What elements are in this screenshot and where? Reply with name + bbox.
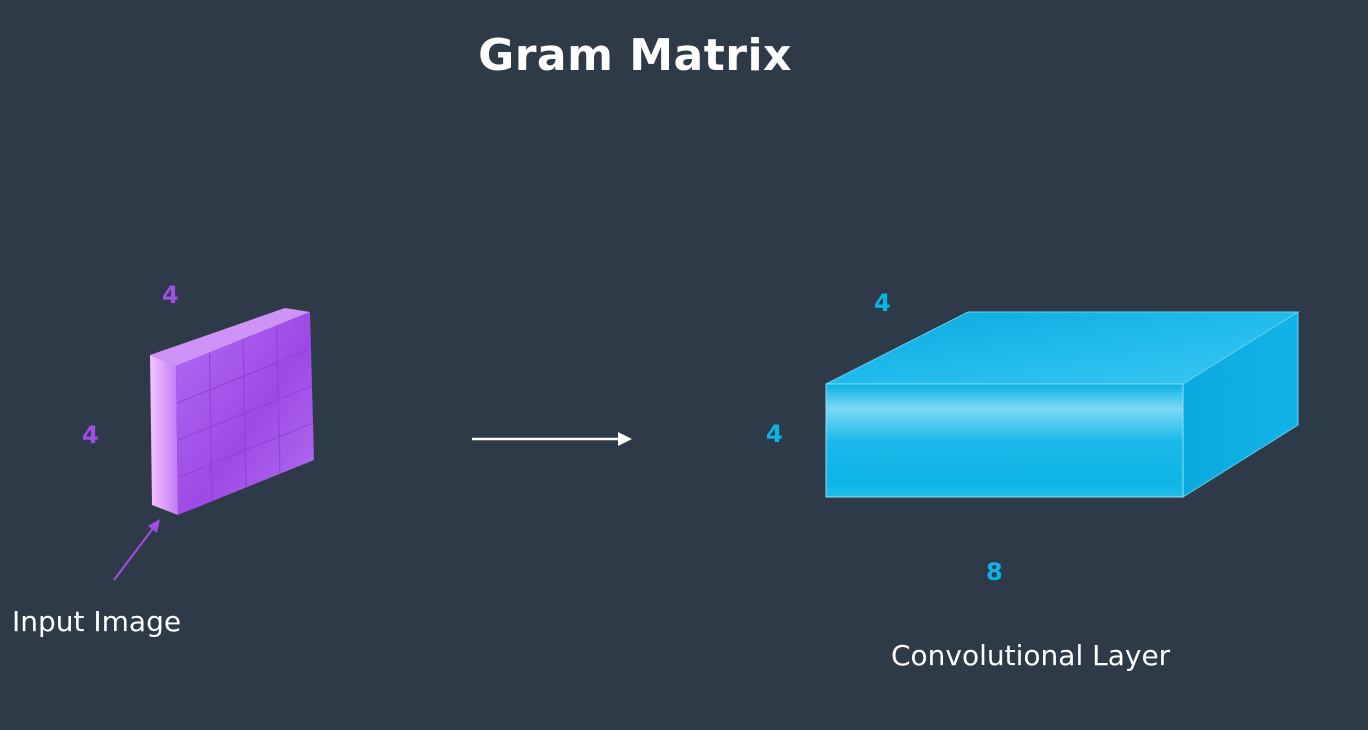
- conv-height-label: 4: [766, 420, 783, 448]
- conv-depth-label: 4: [874, 289, 891, 317]
- input-width-label: 4: [162, 281, 179, 309]
- conv-block-front-face: [825, 383, 1184, 498]
- input-block-top-face: [150, 308, 310, 366]
- input-block-left-face: [150, 355, 178, 515]
- input-height-label: 4: [82, 421, 99, 449]
- slide-title: Gram Matrix: [478, 30, 792, 81]
- conv-layer-block: [825, 311, 1300, 498]
- conv-layer-caption: Convolutional Layer: [891, 639, 1171, 672]
- input-image-caption: Input Image: [12, 605, 182, 638]
- transform-arrow: [472, 432, 632, 446]
- conv-width-label: 8: [986, 558, 1003, 586]
- input-image-block: [150, 308, 314, 515]
- input-block-grid: [176, 325, 313, 502]
- input-pointer-arrow: [113, 519, 160, 581]
